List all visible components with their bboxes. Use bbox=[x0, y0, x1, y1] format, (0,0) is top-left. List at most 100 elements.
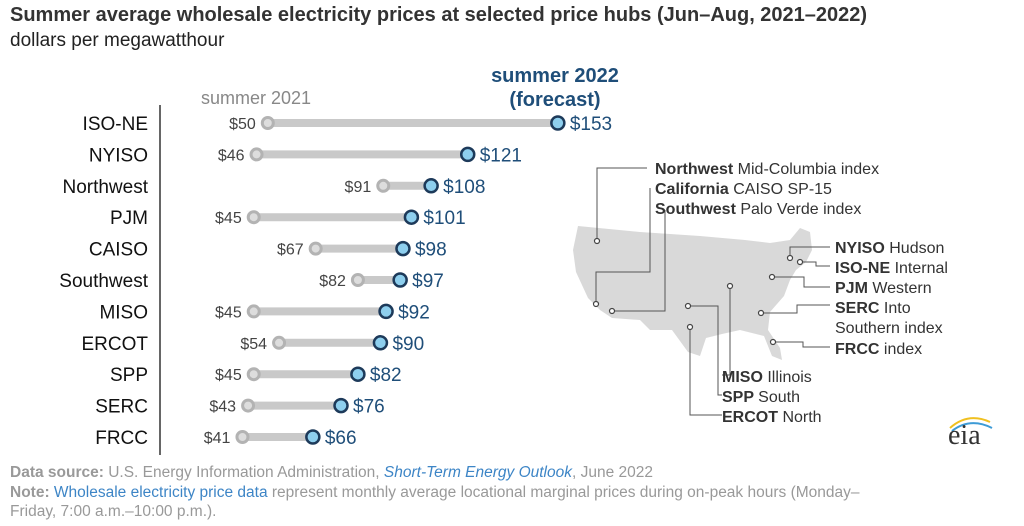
label-2021: $91 bbox=[345, 179, 372, 196]
eia-logo-swoosh bbox=[951, 422, 993, 432]
eia-logo: eia bbox=[948, 420, 981, 451]
point-2022 bbox=[395, 240, 411, 257]
map-leader-line bbox=[722, 286, 731, 376]
label-2021: $45 bbox=[215, 367, 242, 384]
point-2021 bbox=[235, 430, 250, 444]
label-2022: $101 bbox=[423, 208, 465, 229]
hub-marker bbox=[796, 258, 804, 266]
data-source: Data source: U.S. Energy Information Adm… bbox=[10, 464, 653, 482]
category-label: Northwest bbox=[62, 177, 148, 198]
label-2022: $153 bbox=[570, 114, 612, 135]
label-2022: $121 bbox=[480, 145, 522, 166]
map-label: Southwest Palo Verde index bbox=[655, 201, 861, 218]
point-2021 bbox=[241, 398, 256, 413]
point-2022 bbox=[392, 272, 408, 288]
point-2022 bbox=[459, 146, 476, 163]
map-leader-line bbox=[595, 188, 651, 304]
label-2022: $98 bbox=[415, 240, 447, 261]
label-2021: $82 bbox=[319, 273, 346, 290]
point-2022 bbox=[403, 209, 420, 225]
source-date: , June 2022 bbox=[572, 464, 654, 481]
map-label: Northwest Mid-Columbia index bbox=[655, 161, 879, 178]
category-label: ERCOT bbox=[82, 334, 149, 355]
hub-marker bbox=[608, 307, 616, 315]
map-label: FRCC index bbox=[835, 341, 922, 358]
source-text: U.S. Energy Information Administration, bbox=[108, 464, 380, 481]
hub-marker bbox=[684, 302, 692, 310]
eia-logo-swoosh bbox=[949, 417, 991, 429]
map-label: SERC Into bbox=[835, 300, 911, 317]
map-label: Southern index bbox=[835, 320, 943, 337]
label-2021: $67 bbox=[277, 242, 304, 259]
point-2021 bbox=[272, 335, 287, 350]
note: Note: Wholesale electricity price data r… bbox=[10, 484, 860, 502]
label-2021: $45 bbox=[215, 304, 242, 321]
map-label: PJM Western bbox=[835, 280, 932, 297]
label-2022: $82 bbox=[370, 365, 402, 386]
label-2022: $92 bbox=[398, 302, 430, 323]
map-leader-line bbox=[596, 167, 647, 241]
map-leader-line bbox=[789, 246, 830, 258]
label-2021: $54 bbox=[240, 336, 267, 353]
category-label: MISO bbox=[99, 302, 148, 323]
note-link[interactable]: Wholesale electricity price data bbox=[53, 484, 268, 501]
map-label: MISO Illinois bbox=[722, 369, 812, 386]
map-label: ERCOT North bbox=[722, 409, 822, 426]
map-leader-line bbox=[761, 304, 830, 314]
point-2022 bbox=[305, 429, 321, 445]
hub-marker bbox=[592, 300, 600, 308]
category-label: SERC bbox=[95, 397, 148, 418]
point-2021 bbox=[246, 210, 261, 225]
hub-marker bbox=[686, 323, 694, 331]
note-cont: Friday, 7:00 a.m.–10:00 p.m.). bbox=[10, 503, 217, 520]
legend-2021: summer 2021 bbox=[201, 88, 311, 108]
hub-marker bbox=[768, 273, 776, 281]
hub-marker bbox=[593, 237, 601, 245]
map-label: SPP South bbox=[722, 389, 800, 406]
legend-2022-forecast: (forecast) bbox=[509, 89, 600, 111]
label-2022: $90 bbox=[392, 334, 424, 355]
point-2021 bbox=[376, 178, 391, 193]
category-label: PJM bbox=[110, 208, 148, 229]
hub-marker bbox=[757, 309, 765, 317]
label-2021: $50 bbox=[229, 116, 256, 133]
label-2022: $108 bbox=[443, 177, 485, 198]
point-2021 bbox=[246, 304, 261, 319]
map-label: California CAISO SP-15 bbox=[655, 181, 832, 198]
point-2021 bbox=[308, 241, 323, 256]
label-2022: $66 bbox=[325, 428, 357, 449]
point-2022 bbox=[550, 115, 566, 131]
hub-marker bbox=[726, 282, 734, 290]
label-2022: $76 bbox=[353, 397, 385, 418]
hub-marker bbox=[786, 254, 794, 262]
point-2021 bbox=[249, 147, 264, 162]
category-label: SPP bbox=[110, 365, 148, 386]
point-2022 bbox=[372, 335, 389, 351]
map-leader-line bbox=[773, 341, 830, 348]
chart-subtitle: dollars per megawatthour bbox=[10, 30, 225, 51]
category-label: CAISO bbox=[89, 240, 148, 261]
map-leader-line bbox=[800, 261, 830, 267]
legend-2022: summer 2022 bbox=[491, 65, 619, 87]
point-2022 bbox=[423, 178, 439, 194]
hub-marker bbox=[769, 338, 777, 346]
category-label: ISO-NE bbox=[83, 114, 148, 135]
note-label: Note: bbox=[10, 484, 50, 501]
label-2021: $43 bbox=[209, 399, 236, 416]
point-2021 bbox=[350, 273, 365, 287]
label-2021: $45 bbox=[215, 210, 242, 227]
category-label: FRCC bbox=[95, 428, 148, 449]
steo-link[interactable]: Short-Term Energy Outlook bbox=[383, 464, 572, 481]
category-label: Southwest bbox=[59, 271, 148, 292]
chart-title: Summer average wholesale electricity pri… bbox=[10, 4, 868, 26]
note-text: represent monthly average locational mar… bbox=[271, 484, 860, 501]
map-leader-line bbox=[612, 210, 666, 312]
category-label: NYISO bbox=[89, 145, 148, 166]
point-2022 bbox=[333, 397, 349, 414]
label-2021: $41 bbox=[204, 430, 231, 447]
map-leader-line bbox=[689, 327, 722, 416]
point-2022 bbox=[378, 303, 394, 320]
point-2021 bbox=[246, 367, 261, 382]
map-leader-line bbox=[688, 305, 722, 396]
